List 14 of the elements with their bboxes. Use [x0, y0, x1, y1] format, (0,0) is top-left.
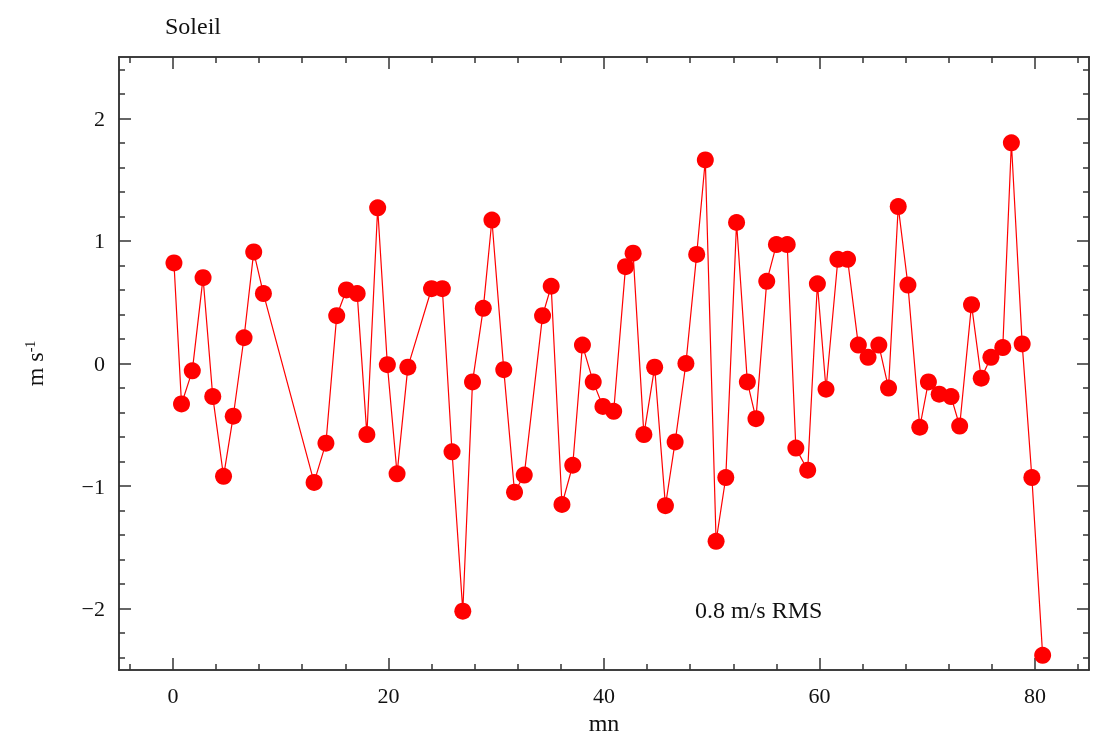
- annotation: 0.8 m/s RMS: [695, 597, 823, 623]
- y-tick-label: 2: [94, 105, 105, 131]
- y-tick-label: −1: [81, 473, 105, 499]
- x-tick-label: 80: [1024, 682, 1047, 708]
- x-tick-label: 60: [808, 682, 831, 708]
- y-tick-label: 0: [94, 351, 105, 376]
- y-axis-title: m s-1: [22, 340, 48, 387]
- y-tick-label: −2: [81, 596, 105, 622]
- x-axis-title: mn: [588, 709, 620, 736]
- x-tick-label: 40: [593, 682, 615, 708]
- chart-title: Soleil: [165, 13, 222, 39]
- x-tick-label: 0: [167, 682, 179, 708]
- x-tick-label: 20: [377, 682, 400, 708]
- y-tick-label: 1: [94, 228, 105, 254]
